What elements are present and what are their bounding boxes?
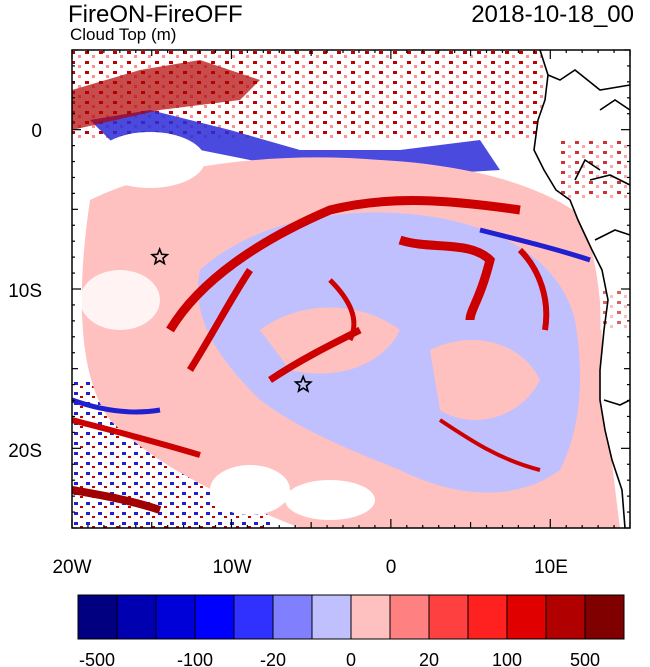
colorbar-swatch — [155, 594, 196, 640]
colorbar-label: -500 — [79, 650, 115, 667]
colorbar-swatch — [545, 594, 586, 640]
star-marker-central — [293, 374, 313, 393]
coastline — [533, 49, 631, 529]
colorbar-swatch — [506, 594, 547, 640]
axis-ticks — [71, 49, 631, 529]
colorbar-label: 0 — [346, 650, 356, 667]
lon-label-20w: 20W — [52, 557, 91, 578]
cloud-top-field — [72, 50, 630, 528]
colorbar-label: 500 — [570, 650, 600, 667]
colorbar-swatch — [584, 594, 625, 640]
lat-label-20s: 20S — [8, 441, 42, 462]
colorbar-swatch — [428, 594, 469, 640]
lat-label-0: 0 — [31, 121, 42, 142]
lon-label-10e: 10E — [534, 557, 568, 578]
colorbar — [77, 594, 625, 640]
colorbar-label: 100 — [492, 650, 522, 667]
colorbar-label: -20 — [260, 650, 286, 667]
colorbar-swatch — [350, 594, 391, 640]
lat-label-10s: 10S — [8, 281, 42, 302]
colorbar-label: -100 — [177, 650, 213, 667]
lon-label-10w: 10W — [212, 557, 251, 578]
colorbar-swatch — [116, 594, 157, 640]
star-marker-west — [150, 246, 170, 266]
colorbar-swatch — [77, 594, 118, 640]
colorbar-label: 20 — [419, 650, 439, 667]
colorbar-swatch — [311, 594, 352, 640]
colorbar-swatch — [194, 594, 235, 640]
colorbar-swatch — [233, 594, 274, 640]
markers-layer — [150, 246, 313, 393]
datetime-label: 2018-10-18_00 — [471, 1, 634, 28]
colorbar-swatch — [272, 594, 313, 640]
map-title: FireON-FireOFF — [68, 1, 243, 28]
variable-subtitle: Cloud Top (m) — [70, 25, 177, 44]
colorbar-swatch — [389, 594, 430, 640]
colorbar-swatch — [467, 594, 508, 640]
lon-label-0: 0 — [386, 557, 397, 578]
